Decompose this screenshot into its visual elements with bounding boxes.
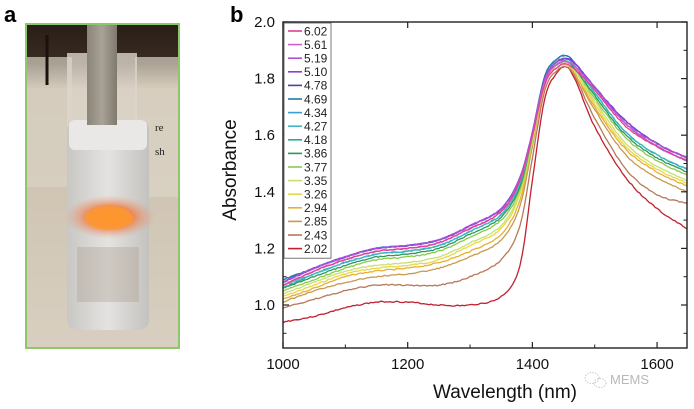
- legend-label: 4.34: [304, 106, 328, 120]
- legend-label: 2.94: [304, 201, 328, 215]
- legend-label: 4.18: [304, 133, 328, 147]
- y-axis-title: Absorbance: [220, 119, 241, 220]
- series-line-2-94: [283, 62, 687, 301]
- curves-clip-group: [283, 54, 687, 323]
- svg-text:re: re: [155, 122, 164, 134]
- legend-item: 4.34: [288, 106, 328, 120]
- y-tick-label: 1.4: [254, 184, 275, 201]
- vial-photo-illustration: re sh: [27, 25, 178, 347]
- legend-label: 5.61: [304, 38, 328, 52]
- legend-item: 5.10: [288, 65, 328, 79]
- series-line-3-35: [283, 61, 687, 295]
- legend-item: 3.35: [288, 174, 328, 188]
- legend-item: 3.77: [288, 160, 328, 174]
- legend-item: 2.94: [288, 201, 328, 215]
- legend: 6.025.615.195.104.784.694.344.274.183.86…: [283, 22, 332, 259]
- series-line-4-18: [283, 59, 687, 289]
- watermark-text: MEMS: [610, 372, 649, 387]
- legend-label: 4.27: [304, 120, 328, 134]
- series-line-2-02: [283, 65, 687, 323]
- legend-label: 4.78: [304, 79, 328, 93]
- panel-label-a: a: [4, 2, 17, 27]
- series-line-4-34: [283, 54, 687, 281]
- legend-label: 3.77: [304, 160, 328, 174]
- plot-frame: [282, 21, 688, 349]
- legend-label: 6.02: [304, 24, 328, 38]
- series-line-3-77: [283, 60, 687, 292]
- legend-label: 2.85: [304, 215, 328, 229]
- watermark: MEMS: [584, 372, 649, 388]
- series-line-3-26: [283, 63, 687, 298]
- legend-label: 5.10: [304, 65, 328, 79]
- legend-label: 3.35: [304, 174, 328, 188]
- legend-item: 4.18: [288, 133, 328, 147]
- legend-item: 5.61: [288, 38, 328, 52]
- series-line-4-27: [283, 57, 687, 286]
- x-tick-label: 1000: [266, 356, 299, 373]
- legend-label: 2.43: [304, 228, 328, 242]
- y-tick-label: 1.2: [254, 240, 275, 257]
- legend-item: 4.78: [288, 79, 328, 93]
- x-tick-label: 1200: [391, 356, 424, 373]
- legend-label: 3.26: [304, 188, 328, 202]
- series-line-3-86: [283, 60, 687, 289]
- x-axis-title: Wavelength (nm): [433, 382, 577, 403]
- legend-item: 4.27: [288, 120, 328, 134]
- y-tick-label: 2.0: [254, 14, 275, 31]
- wechat-icon: [584, 372, 607, 388]
- vial-photo: re sh: [25, 23, 180, 349]
- legend-label: 5.19: [304, 52, 328, 66]
- series-lines: [283, 54, 687, 323]
- series-line-6-02: [283, 63, 687, 286]
- axis-ticks: 1000 1200 1400 1600 1.0 1.2 1.4 1.6 1.8 2.0: [254, 14, 687, 373]
- x-tick-label: 1400: [516, 356, 549, 373]
- y-tick-label: 1.8: [254, 71, 275, 88]
- legend-item: 3.26: [288, 188, 328, 202]
- legend-item: 2.85: [288, 215, 328, 229]
- y-tick-label: 1.0: [254, 297, 275, 314]
- series-line-5-61: [283, 60, 687, 287]
- legend-item: 6.02: [288, 24, 328, 38]
- legend-item: 4.69: [288, 92, 328, 106]
- y-tick-label: 1.6: [254, 127, 275, 144]
- series-line-5-19: [283, 59, 687, 284]
- series-line-2-85: [283, 62, 687, 304]
- legend-label: 4.69: [304, 92, 328, 106]
- series-line-2-43: [283, 65, 687, 309]
- legend-item: 2.02: [288, 242, 328, 256]
- legend-item: 2.43: [288, 228, 328, 242]
- legend-item: 3.86: [288, 147, 328, 161]
- svg-text:sh: sh: [155, 146, 165, 158]
- legend-item: 5.19: [288, 52, 328, 66]
- legend-label: 3.86: [304, 147, 328, 161]
- series-line-4-69: [283, 54, 687, 281]
- panel-label-b: b: [230, 2, 244, 27]
- x-tick-label: 1600: [640, 356, 673, 373]
- legend-label: 2.02: [304, 242, 328, 256]
